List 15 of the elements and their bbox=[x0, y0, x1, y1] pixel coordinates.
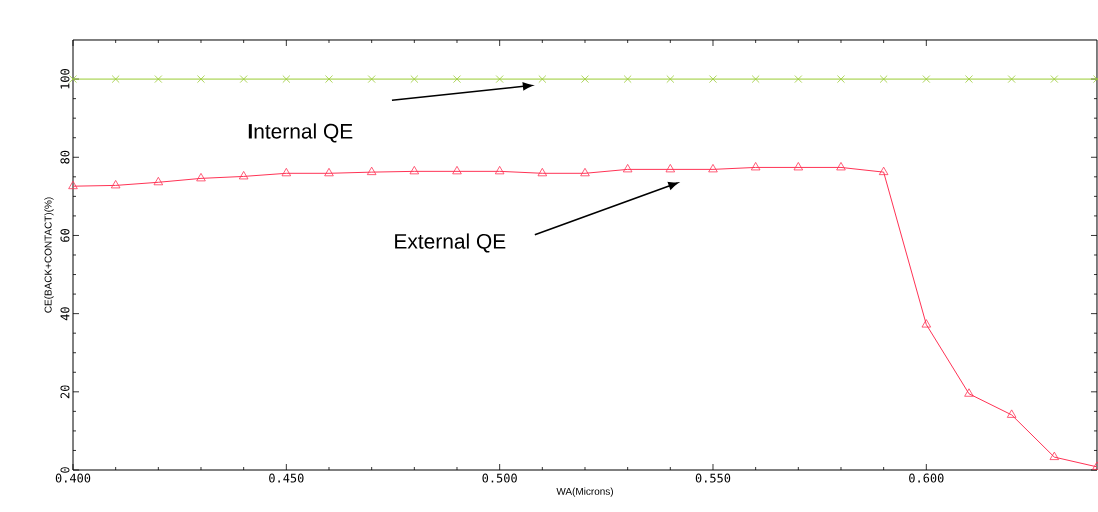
x-tick-label: 0.500 bbox=[482, 473, 517, 483]
annotation: External QE bbox=[395, 233, 506, 253]
x-tick-label: 0.450 bbox=[269, 473, 304, 483]
annotation: Internal QE bbox=[248, 123, 353, 143]
y-tick-label: 0 bbox=[60, 467, 70, 473]
y-tick-label: 60 bbox=[60, 229, 70, 242]
y-tick-label: 100 bbox=[60, 69, 70, 89]
x-tick-label: 0.400 bbox=[55, 473, 91, 483]
x-axis-title: WA(Microns) bbox=[556, 487, 613, 497]
x-tick-label: 0.600 bbox=[909, 473, 944, 483]
x-tick-label: 0.550 bbox=[695, 473, 731, 483]
y-axis-title: CE(BACK+CONTACT)(%) bbox=[44, 197, 54, 313]
y-tick-label: 40 bbox=[60, 307, 70, 321]
y-tick-label: 20 bbox=[60, 385, 70, 399]
y-tick-label: 80 bbox=[60, 150, 70, 164]
